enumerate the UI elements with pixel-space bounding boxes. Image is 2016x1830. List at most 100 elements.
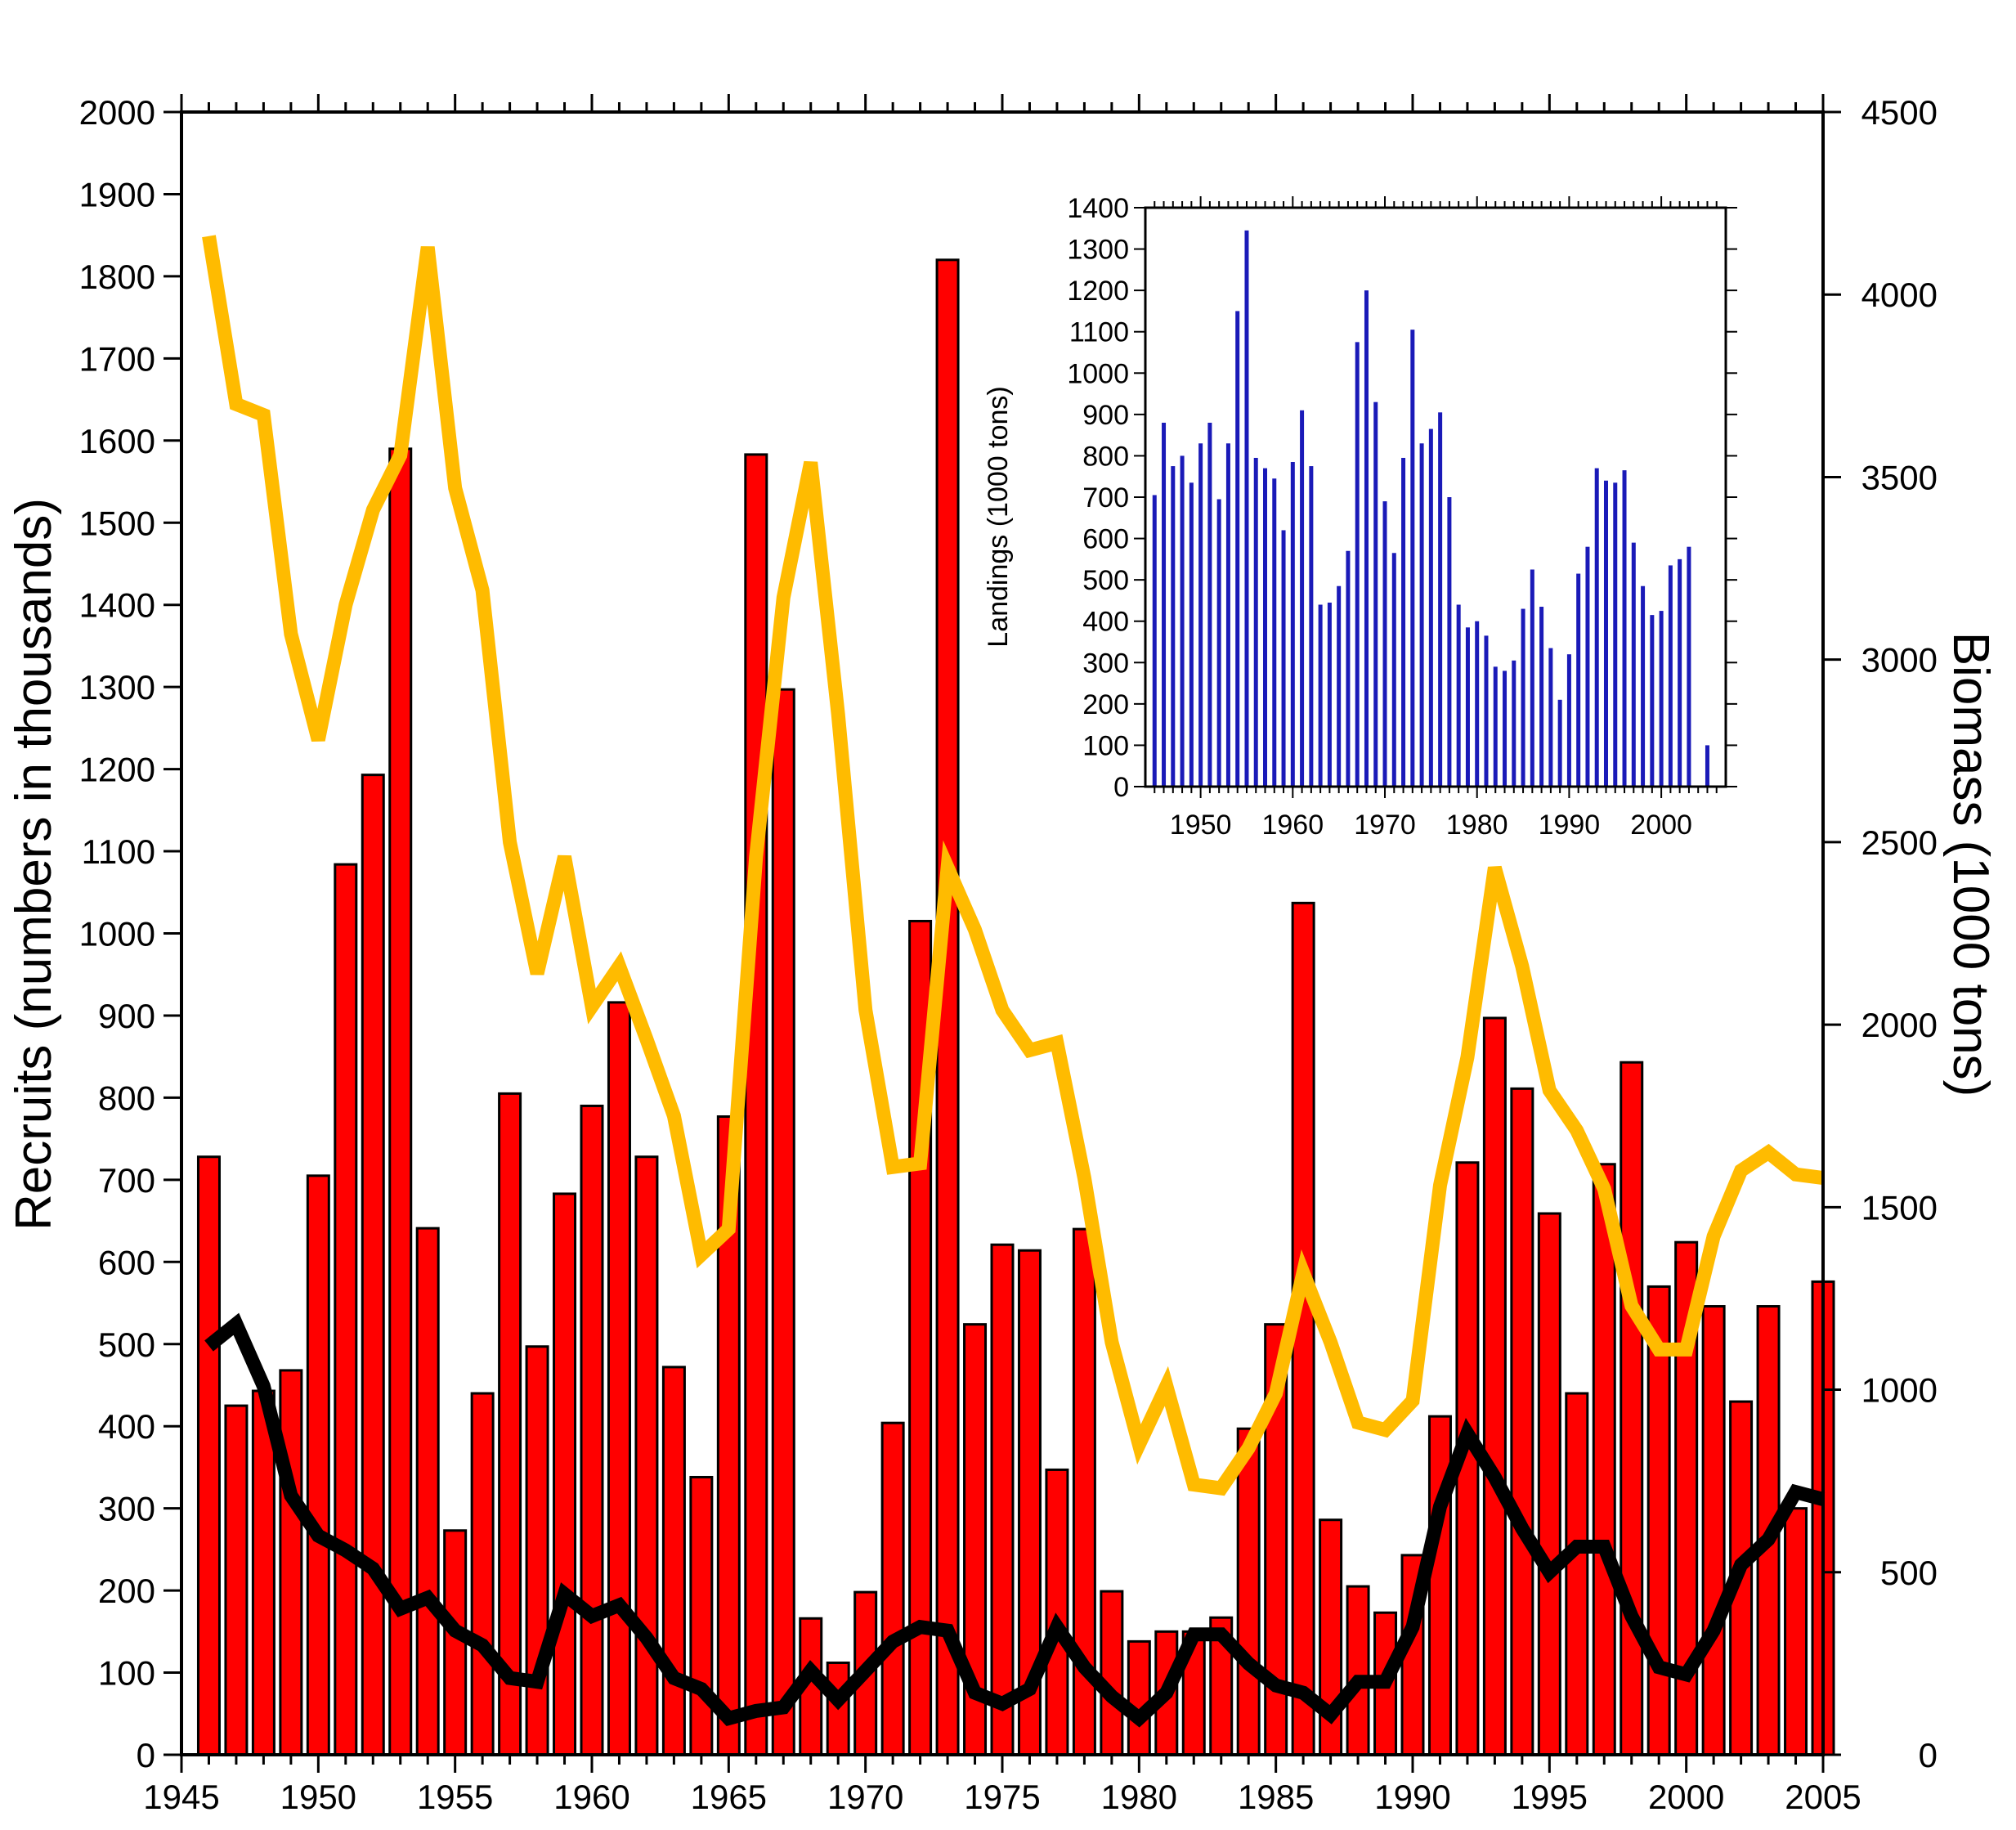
recruits-bar-1993 [1482, 1016, 1507, 1756]
inset-y-tick-label: 1200 [1067, 276, 1129, 307]
landings-bar-1984 [1512, 660, 1516, 787]
x-tick-label: 1960 [553, 1778, 629, 1816]
recruits-bar-1953 [388, 447, 413, 1756]
recruits-bar-1966 [744, 453, 768, 1756]
x-tick-label: 1985 [1238, 1778, 1314, 1816]
recruits-bar-1952 [361, 774, 385, 1756]
inset-y-tick-label: 1000 [1067, 358, 1129, 389]
landings-bar-1953 [1225, 443, 1230, 787]
y-tick-label-right: 2000 [1861, 1006, 1938, 1044]
landings-bar-1950 [1198, 443, 1203, 787]
landings-bar-1973 [1410, 330, 1415, 787]
landings-bar-1994 [1603, 480, 1608, 787]
landings-bar-1955 [1244, 230, 1249, 787]
landings-bar-1960 [1290, 462, 1295, 787]
recruits-bar-1994 [1510, 1087, 1534, 1756]
landings-bar-1963 [1318, 604, 1323, 787]
landings-bar-1980 [1475, 621, 1480, 787]
landings-bar-2005 [1705, 745, 1709, 787]
y-tick-label-left: 400 [98, 1407, 155, 1446]
recruits-bar-1967 [771, 688, 795, 1756]
inset-y-tick-label: 500 [1082, 565, 1129, 596]
recruits-bar-1954 [415, 1227, 440, 1756]
x-tick-label: 1945 [143, 1778, 219, 1816]
x-tick-label: 1970 [827, 1778, 903, 1816]
inset-y-tick-label: 800 [1082, 441, 1129, 472]
landings-bar-2002 [1678, 558, 1682, 787]
inset-x-tick-label: 1990 [1539, 810, 1601, 841]
recruits-bar-1950 [306, 1174, 330, 1756]
y-tick-label-left: 2000 [79, 93, 155, 132]
landings-bar-1970 [1382, 501, 1387, 787]
x-tick-label: 1995 [1512, 1778, 1588, 1816]
landings-bar-1945 [1152, 495, 1157, 787]
landings-bar-1956 [1253, 457, 1258, 787]
inset-y-tick-label: 100 [1082, 730, 1129, 761]
landings-bar-1999 [1650, 615, 1655, 787]
landings-bar-1966 [1346, 550, 1351, 787]
recruits-bar-1962 [634, 1155, 659, 1756]
inset-y-tick-label: 300 [1082, 648, 1129, 679]
y-tick-label-right: 4500 [1861, 93, 1938, 132]
landings-bar-1982 [1493, 666, 1498, 787]
y-tick-label-left: 100 [98, 1654, 155, 1693]
recruits-bar-1996 [1565, 1392, 1589, 1756]
y-tick-label-left: 800 [98, 1079, 155, 1117]
landings-bar-1995 [1613, 482, 1618, 787]
landings-bars [1152, 230, 1709, 787]
y-tick-label-right: 3500 [1861, 458, 1938, 496]
inset-y-tick-label: 400 [1082, 607, 1129, 638]
inset-y-tick-label: 700 [1082, 482, 1129, 514]
landings-bar-1974 [1419, 443, 1424, 787]
y-tick-label-left: 500 [98, 1325, 155, 1364]
recruits-bar-1999 [1646, 1285, 1671, 1756]
landings-bar-1993 [1594, 468, 1599, 787]
y-tick-label-right: 1000 [1861, 1371, 1938, 1410]
landings-bar-1946 [1162, 422, 1167, 787]
y-tick-label-left: 1600 [79, 422, 155, 460]
landings-bar-1957 [1263, 468, 1268, 787]
landings-bar-2003 [1687, 546, 1691, 787]
landings-bar-1958 [1272, 478, 1277, 787]
landings-bar-1948 [1180, 455, 1185, 787]
y-tick-label-right: 1500 [1861, 1188, 1938, 1227]
recruits-bar-1948 [251, 1389, 276, 1756]
inset-x-tick-label: 1980 [1446, 810, 1508, 841]
landings-bar-1964 [1327, 602, 1332, 787]
landings-bar-1996 [1622, 470, 1627, 787]
recruits-bar-1998 [1620, 1061, 1644, 1756]
recruits-bar-1971 [880, 1421, 905, 1756]
landings-bar-1971 [1391, 553, 1396, 787]
inset-y-tick-label: 1100 [1069, 317, 1129, 348]
recruits-bar-1949 [279, 1369, 303, 1756]
y-tick-label-right: 2500 [1861, 823, 1938, 862]
recruits-bar-1995 [1537, 1212, 1561, 1756]
recruits-bar-1961 [607, 1001, 631, 1756]
y-axis-title-left: Recruits (numbers in thousands) [6, 498, 62, 1231]
inset-x-tick-label: 1970 [1354, 810, 1416, 841]
recruits-bar-1959 [553, 1192, 577, 1756]
y-tick-label-left: 0 [137, 1736, 155, 1774]
recruits-bar-1980 [1127, 1639, 1151, 1756]
y-tick-label-left: 600 [98, 1243, 155, 1281]
x-tick-label: 1975 [964, 1778, 1040, 1816]
landings-bar-1979 [1465, 627, 1470, 787]
landings-bar-1992 [1585, 546, 1590, 787]
recruits-bar-1946 [196, 1155, 221, 1756]
x-tick-label: 1950 [280, 1778, 356, 1816]
landings-bar-1952 [1216, 499, 1221, 787]
y-tick-label-left: 1900 [79, 175, 155, 213]
landings-bar-1988 [1548, 648, 1553, 787]
main-axes: 1945 1950 1955 1960 1965 1970 1975 1980 1985 1990… [79, 93, 1938, 1816]
landings-bar-1949 [1189, 482, 1194, 787]
landings-bar-1983 [1503, 671, 1508, 787]
y-tick-label-left: 900 [98, 997, 155, 1035]
biomass-line-yellow [202, 235, 1825, 1496]
landings-bar-1975 [1428, 428, 1433, 787]
inset-x-tick-label: 2000 [1630, 810, 1692, 841]
landings-bar-1987 [1539, 607, 1544, 787]
x-tick-label: 1980 [1101, 1778, 1177, 1816]
landings-bar-1977 [1447, 497, 1452, 787]
landings-bar-1985 [1521, 608, 1525, 787]
